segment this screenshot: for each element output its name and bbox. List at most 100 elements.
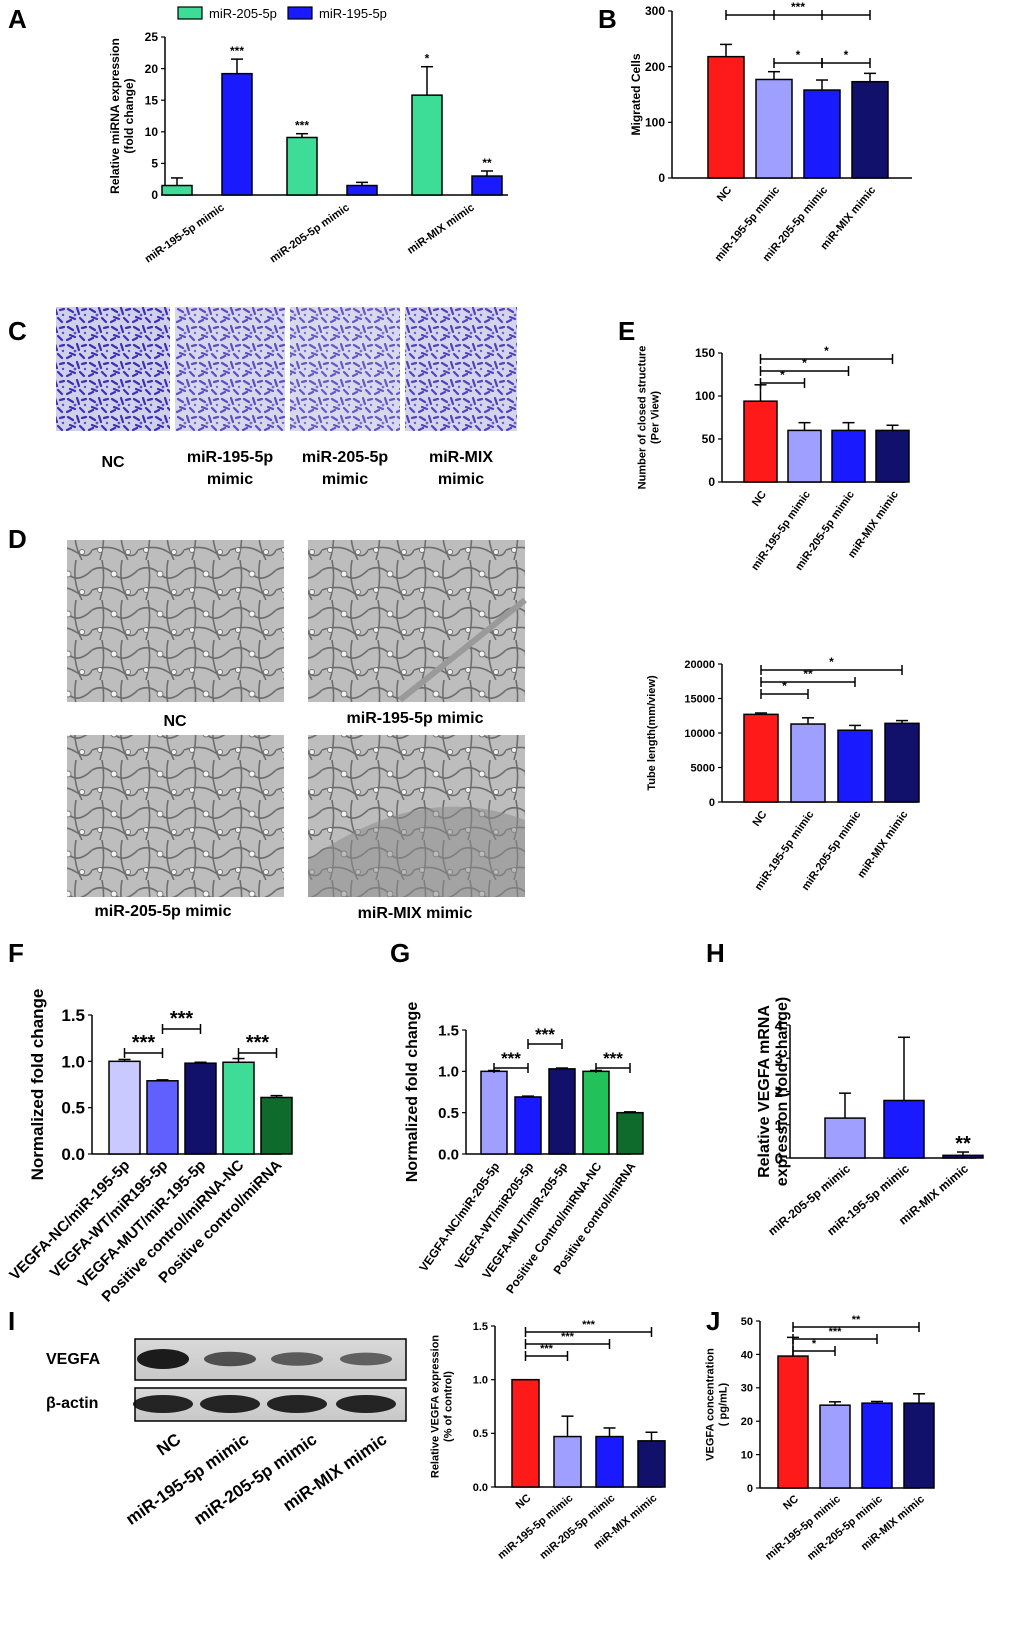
y-tick-label: 5000 (691, 762, 715, 774)
y-axis-label: Normalized fold change (28, 989, 47, 1181)
panel-c-label-195-l1: miR-195-5p (187, 449, 273, 466)
significance-label: *** (501, 1049, 521, 1068)
y-tick-label: 0 (775, 1150, 783, 1167)
bar (514, 1096, 542, 1155)
chart-j: 0 10 20 30 40 50 VEGFA concentration( pg/mL) NC… (705, 1314, 935, 1563)
panel-label-b: B (598, 4, 617, 34)
x-tick-label: miR-195-5p mimic (763, 1493, 843, 1563)
y-tick-label: 20 (741, 1416, 753, 1428)
x-tick-label: NC (781, 1493, 801, 1512)
x-tick-label: NC (750, 489, 769, 509)
significance-label: ** (955, 1133, 971, 1155)
significance-label: *** (246, 1032, 270, 1054)
significance-label: * (829, 655, 834, 669)
bar (777, 1355, 809, 1489)
y-axis-label: Relative VEGFA expression (430, 1335, 442, 1479)
y-tick-label: 3 (775, 1051, 783, 1068)
bar (787, 429, 822, 483)
significance-label: * (802, 356, 807, 370)
bar (480, 1070, 508, 1155)
y-tick-label: 0 (709, 797, 715, 809)
blot-lane-195: miR-195-5p mimic (122, 1430, 252, 1529)
tube-image-205 (67, 735, 284, 897)
bar (790, 723, 826, 803)
blot-band-actin (336, 1395, 396, 1413)
bar (803, 89, 841, 179)
y-axis-label: Tube length(mm/view) (646, 675, 658, 791)
y-tick-label: 150 (695, 346, 715, 360)
significance-label: *** (170, 1008, 194, 1030)
bar (637, 1440, 666, 1488)
panel-label-d: D (8, 524, 27, 554)
y-tick-label: 1.5 (61, 1006, 85, 1025)
significance-label: *** (829, 1326, 843, 1338)
blot-lane-205: miR-205-5p mimic (190, 1430, 320, 1529)
y-tick-label: 0 (747, 1483, 753, 1495)
y-tick-label: 0.0 (473, 1482, 488, 1494)
y-tick-label: 10 (145, 125, 159, 139)
y-tick-label: 100 (695, 389, 715, 403)
bar (161, 184, 193, 196)
tube-image-nc (67, 540, 284, 702)
panel-i-blot: VEGFA β-actin NC miR-195-5p mimic miR-20… (46, 1338, 407, 1529)
legend-label: miR-205-5p (209, 6, 277, 21)
significance-label: *** (132, 1032, 156, 1054)
panel-c-label-205-l1: miR-205-5p (302, 449, 388, 466)
bar (743, 400, 778, 483)
y-tick-label: 15 (145, 93, 159, 107)
y-tick-label: 0 (658, 171, 665, 185)
y-tick-label: 0.5 (438, 1105, 459, 1122)
bar (837, 729, 873, 803)
bar (411, 94, 443, 196)
y-tick-label: 30 (741, 1383, 753, 1395)
chart-e1: 0 50 100 150 Number of closed structure (Per … (637, 344, 910, 573)
x-tick-label: miR-MIX mimic (855, 809, 910, 880)
panel-d-label-205: miR-205-5p mimic (95, 903, 232, 920)
y-axis-label: ( pg/mL) (718, 1382, 730, 1426)
y-tick-label: 10 (741, 1449, 753, 1461)
bar (875, 429, 910, 483)
y-tick-label: 1.0 (61, 1052, 85, 1071)
bar (942, 1154, 984, 1159)
x-tick-label: miR-205-5p mimic (805, 1493, 885, 1563)
y-tick-label: 25 (145, 30, 159, 44)
panel-label-e: E (618, 316, 635, 346)
blot-label-vegfa: VEGFA (46, 1351, 101, 1368)
significance-label: *** (582, 1319, 596, 1331)
bar (221, 72, 253, 196)
blot-band-vegfa (204, 1351, 256, 1367)
panel-c-label-mix-l1: miR-MIX (429, 449, 493, 466)
bar (146, 1080, 179, 1155)
x-tick-label: miR-195-5p mimic (143, 202, 227, 266)
blot-band-actin (200, 1395, 260, 1413)
y-tick-label: 100 (645, 116, 665, 130)
significance-label: *** (603, 1049, 623, 1068)
panel-label-c: C (8, 316, 27, 346)
bar (548, 1068, 576, 1155)
y-axis-label: expression (fold change) (774, 997, 791, 1186)
blot-label-actin: β-actin (46, 1395, 98, 1412)
panel-c-images (56, 307, 517, 431)
significance-label: *** (561, 1331, 575, 1343)
y-tick-label: 0.0 (438, 1146, 459, 1163)
y-tick-label: 50 (702, 432, 716, 446)
significance-label: * (782, 679, 787, 693)
blot-band-vegfa (340, 1352, 392, 1366)
blot-lane-nc: NC (153, 1430, 184, 1460)
y-axis-label: Relative VEGFA mRNA (756, 1005, 773, 1178)
tube-image-195 (308, 540, 525, 702)
y-tick-label: 300 (645, 4, 665, 18)
panel-c-label-mix-l2: mimic (438, 471, 484, 488)
bar (595, 1435, 624, 1488)
panel-c-label-205-l2: mimic (322, 471, 368, 488)
y-tick-label: 10000 (684, 728, 715, 740)
bar (286, 136, 318, 196)
y-tick-label: 0.5 (61, 1099, 85, 1118)
x-tick-label: miR-MIX mimic (405, 202, 476, 257)
y-axis-label: Relative miRNA expression (108, 38, 122, 194)
bar (582, 1070, 610, 1155)
